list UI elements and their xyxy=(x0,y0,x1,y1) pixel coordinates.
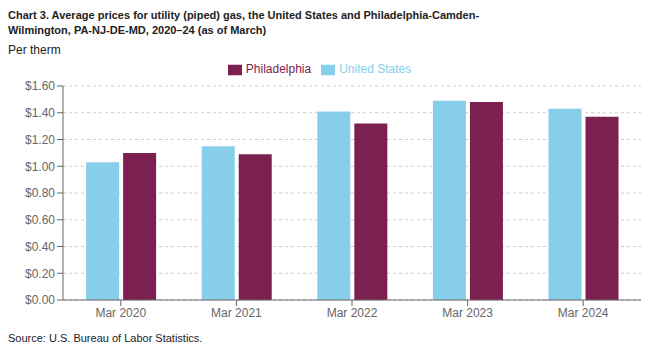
svg-text:$0.60: $0.60 xyxy=(25,213,55,227)
html-text:Wilmington, PA-NJ-DE-MD, 2020–: Wilmington, PA-NJ-DE-MD, 2020–24 (as of … xyxy=(8,23,267,36)
html-text:Philadelphia: Philadelphia xyxy=(245,61,312,76)
html-text:Source: U.S. Bureau of Labor S: Source: U.S. Bureau of Labor Statistics. xyxy=(8,331,203,344)
html-text:Per therm: Per therm xyxy=(8,42,61,57)
html-text:United States: United States xyxy=(339,61,412,76)
svg-text:Mar 2020: Mar 2020 xyxy=(95,305,146,319)
svg-text:$1.00: $1.00 xyxy=(25,159,55,173)
svg-text:Mar 2021: Mar 2021 xyxy=(211,305,262,319)
svg-text:$0.40: $0.40 xyxy=(25,239,55,253)
svg-text:Mar 2022: Mar 2022 xyxy=(327,305,378,319)
svg-text:$0.20: $0.20 xyxy=(25,266,55,280)
svg-text:Mar 2024: Mar 2024 xyxy=(558,305,609,319)
svg-text:$0.00: $0.00 xyxy=(25,293,55,307)
svg-text:$1.60: $1.60 xyxy=(25,79,55,93)
svg-text:$1.20: $1.20 xyxy=(25,132,55,146)
svg-text:$0.80: $0.80 xyxy=(25,186,55,200)
svg-text:Mar 2023: Mar 2023 xyxy=(442,305,493,319)
svg-text:$1.40: $1.40 xyxy=(25,106,55,120)
html-text:Chart 3. Average prices for ut: Chart 3. Average prices for utility (pip… xyxy=(8,9,480,21)
